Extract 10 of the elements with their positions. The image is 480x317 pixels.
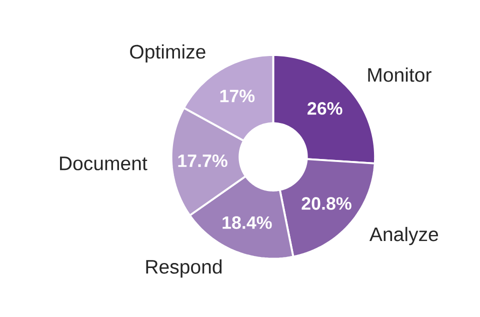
data-label: 18.4% <box>222 216 272 230</box>
data-label: 26% <box>308 102 342 115</box>
slice-label: Respond <box>146 259 222 278</box>
slice-label: Analyze <box>369 227 438 246</box>
slice-label: Document <box>60 156 148 170</box>
slice-label: Monitor <box>368 68 432 82</box>
data-label: 17% <box>220 90 255 102</box>
slice-label: Optimize <box>130 44 206 63</box>
data-label: 20.8% <box>302 197 352 210</box>
data-label: 17.7% <box>178 154 228 168</box>
